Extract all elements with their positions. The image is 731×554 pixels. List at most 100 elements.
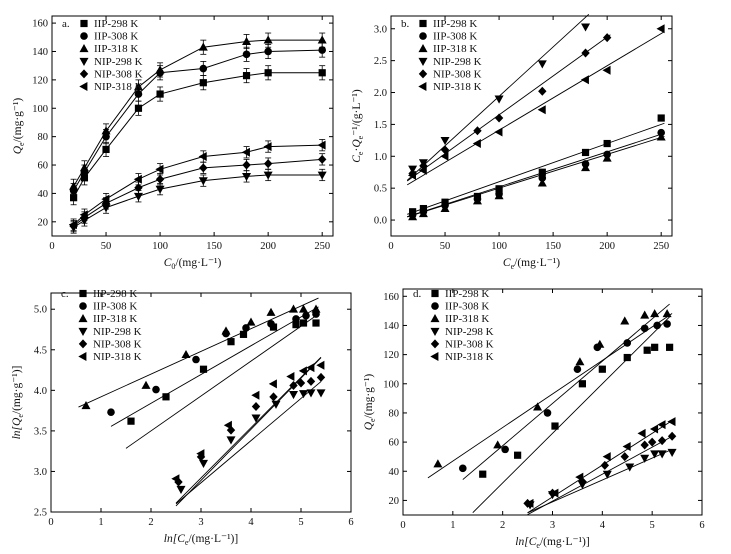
- data-point: [407, 170, 417, 180]
- data-point: [657, 450, 667, 459]
- data-point: [651, 343, 659, 351]
- series-5: [68, 139, 326, 231]
- fit-line-4: [527, 436, 673, 516]
- x-axis-label: ln[Ce/(mg·L⁻¹)]: [164, 533, 238, 547]
- data-point: [292, 315, 300, 323]
- data-point: [537, 178, 547, 187]
- legend-label: IIP-308 K: [93, 301, 137, 313]
- data-point: [440, 136, 450, 146]
- legend-label: NIP-308 K: [445, 338, 494, 350]
- y-tick-label: 2.5: [374, 56, 387, 67]
- x-tick-label: 2: [148, 517, 153, 528]
- y-axis-label-dot: ·: [351, 148, 363, 152]
- x-tick-label: 4: [248, 517, 254, 528]
- fit-line-5: [527, 420, 673, 514]
- legend-marker: [79, 302, 87, 310]
- data-point: [495, 185, 503, 193]
- data-point: [538, 86, 547, 96]
- data-point: [101, 194, 110, 204]
- x-axis-label-sub: e: [536, 541, 540, 550]
- y-tick-label: 40: [389, 467, 400, 478]
- legend-label: IIP-318 K: [445, 313, 489, 325]
- y-axis-label-sub: e: [16, 414, 25, 418]
- series-0: [127, 319, 320, 425]
- legend-marker: [80, 19, 88, 28]
- data-point: [640, 324, 649, 333]
- y-axis-label: Ce·Qe⁻¹/(g·L⁻¹): [351, 89, 365, 163]
- data-point: [650, 450, 660, 459]
- legend-marker: [79, 44, 89, 53]
- legend-label: IIP-298 K: [445, 288, 489, 300]
- data-point: [199, 459, 208, 469]
- y-tick-label: 80: [38, 132, 49, 143]
- series-5: [407, 24, 665, 180]
- legend-marker: [430, 314, 440, 323]
- data-point: [107, 408, 115, 417]
- y-axis-label-sub: e: [356, 151, 365, 155]
- fit-line-3: [175, 381, 322, 505]
- data-point: [223, 420, 232, 430]
- data-point: [263, 142, 272, 152]
- data-point: [602, 33, 612, 43]
- data-point: [289, 380, 298, 390]
- y-tick-label: 160: [32, 19, 48, 30]
- data-point: [292, 321, 300, 329]
- y-axis-label-main: C: [351, 155, 363, 163]
- legend-marker: [431, 302, 439, 310]
- legend-label: IIP-318 K: [93, 313, 137, 325]
- data-point: [543, 409, 552, 417]
- legend-label: NIP-308 K: [94, 68, 143, 80]
- data-point: [289, 390, 298, 400]
- data-point: [286, 372, 295, 382]
- data-point: [667, 417, 676, 427]
- data-point: [657, 114, 665, 122]
- legend-marker: [79, 57, 89, 66]
- fit-line-5: [175, 357, 322, 507]
- data-point: [264, 69, 272, 77]
- data-point: [525, 498, 534, 508]
- data-point: [155, 174, 165, 184]
- y-tick-label: 140: [383, 321, 399, 332]
- y-tick-label: 20: [38, 217, 49, 228]
- legend-label: IIP-308 K: [94, 31, 138, 43]
- y-tick-label: 0.5: [374, 184, 387, 195]
- y-axis-label: Qe/(mg·g⁻¹): [363, 374, 377, 431]
- panel-label: b.: [401, 18, 410, 30]
- data-point: [316, 360, 325, 370]
- y-axis-label-unit: /(mg·g⁻¹): [12, 98, 24, 143]
- x-tick-label: 3: [550, 520, 555, 531]
- data-point: [196, 449, 205, 459]
- legend-label: IIP-308 K: [433, 31, 477, 43]
- x-tick-label: 0: [49, 241, 54, 252]
- y-axis-label: Qe/(mg·g⁻¹): [12, 98, 26, 155]
- y-tick-label: 3.0: [34, 467, 47, 478]
- data-point: [650, 309, 660, 318]
- series-2: [69, 32, 327, 194]
- y-tick-label: 60: [38, 161, 49, 172]
- data-point: [269, 392, 278, 402]
- legend-marker: [79, 289, 87, 298]
- data-point: [537, 60, 547, 69]
- data-point: [312, 319, 320, 327]
- data-point: [269, 323, 278, 331]
- series-3: [525, 448, 677, 510]
- data-point: [623, 339, 632, 347]
- data-point: [459, 464, 467, 473]
- legend-marker: [78, 314, 88, 323]
- data-point: [241, 147, 250, 157]
- data-point: [602, 452, 611, 462]
- data-point: [267, 320, 275, 328]
- x-tick-label: 6: [699, 520, 704, 531]
- y-tick-label: 3.5: [34, 426, 47, 437]
- y-tick-label: 2.5: [34, 508, 47, 519]
- series-2: [81, 304, 321, 410]
- data-point: [242, 172, 252, 182]
- data-point: [198, 42, 208, 51]
- x-tick-label: 200: [599, 241, 615, 252]
- data-point: [264, 47, 272, 56]
- data-point: [581, 163, 591, 172]
- data-point: [640, 310, 650, 319]
- legend-label: IIP-298 K: [94, 18, 138, 30]
- x-tick-label: 6: [348, 517, 353, 528]
